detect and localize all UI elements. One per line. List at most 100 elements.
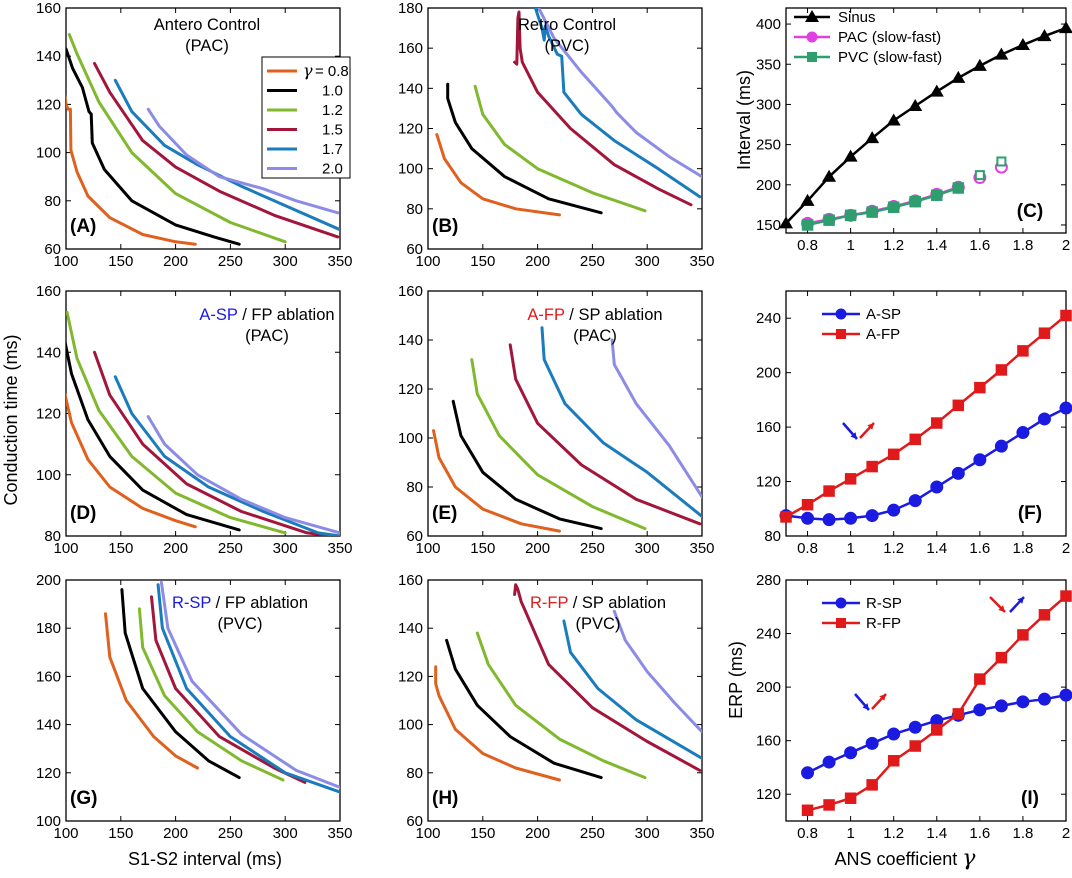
- marker-PVC (slow-fast): [823, 214, 835, 226]
- x-tick-label: 150: [470, 253, 495, 270]
- x-tick-label: 1: [846, 237, 854, 254]
- plot-area: [66, 310, 340, 536]
- plot-area: [435, 8, 702, 217]
- panel-title: (PAC): [573, 327, 617, 345]
- curve-gamma-0.8: [434, 665, 561, 782]
- gamma-legend-label: 1.2: [322, 102, 343, 119]
- marker-R-FP: [1060, 590, 1072, 602]
- x-tick-label: 300: [273, 253, 298, 270]
- panel-b: 100 150 200 250 300 350 60 80 100 120 140 160 180 (B)…: [398, 0, 715, 270]
- marker-R-FP: [801, 804, 814, 817]
- marker-A-SP: [1037, 412, 1051, 426]
- y-tick-label: 100: [36, 145, 61, 162]
- x-tick-label: 200: [525, 540, 550, 557]
- x-tick-label: 0.8: [797, 237, 818, 254]
- y-tick-label: 160: [756, 733, 781, 750]
- y-tick-label: 80: [44, 193, 61, 210]
- marker-A-SP: [1016, 426, 1030, 440]
- x-tick-label: 300: [635, 540, 660, 557]
- y-tick-label: 160: [398, 40, 423, 57]
- marker-A-FP: [995, 364, 1008, 376]
- panel-title-segment: Retro Control: [518, 16, 616, 34]
- panel-label: (F): [1018, 503, 1042, 524]
- marker-R-SP: [844, 746, 858, 760]
- y-tick-label: 140: [36, 717, 61, 734]
- x-tick-label: 1.8: [1012, 237, 1033, 254]
- panel-title-segment: (PAC): [185, 37, 229, 55]
- panel-frame: [785, 7, 1067, 234]
- x-tick-label: 300: [273, 540, 298, 557]
- marker-R-SP: [887, 727, 901, 741]
- x-axis-title-right-symbol: γ: [962, 846, 976, 871]
- y-tick-label: 120: [398, 668, 423, 685]
- annotation-arrow-icon: [842, 422, 858, 440]
- legend-label: PAC (slow-fast): [838, 29, 941, 46]
- x-tick-label: 250: [580, 253, 605, 270]
- x-tick-label: 1.6: [969, 825, 990, 842]
- panel-title: Retro Control: [518, 16, 616, 34]
- marker-R-SP: [822, 755, 836, 769]
- marker-A-FP: [887, 448, 900, 461]
- gamma-legend-box: [261, 56, 351, 179]
- y-tick-label: 100: [398, 430, 423, 447]
- curve-gamma-1.7: [113, 375, 340, 536]
- y-tick-label: 240: [756, 310, 781, 327]
- marker-R-SP: [1059, 688, 1072, 702]
- arrow-head: [850, 432, 857, 439]
- panel-title-segment: Antero Control: [154, 16, 260, 34]
- marker-A-FP: [909, 433, 921, 446]
- curve-gamma-1.0: [446, 82, 603, 215]
- legend-label: R-FP: [866, 615, 901, 632]
- curve-gamma-0.8: [66, 94, 197, 246]
- marker-R-FP: [887, 755, 900, 767]
- marker-A-FP: [1017, 345, 1029, 357]
- marker-PVC (slow-fast): [844, 209, 857, 222]
- y-tick-label: 140: [36, 344, 61, 361]
- legend-entry: R-SP: [822, 595, 902, 612]
- marker-A-FP: [866, 460, 878, 473]
- marker-Sinus: [929, 84, 944, 97]
- marker-R-FP: [974, 673, 986, 685]
- gamma-legend-label: 1.7: [322, 141, 343, 158]
- y-tick-label: 100: [36, 467, 61, 484]
- curve-gamma-1.0: [451, 399, 603, 531]
- marker-PVC (slow-fast): [996, 156, 1007, 167]
- panel-title-segment: / SP ablation: [568, 594, 666, 612]
- y-tick-label: 160: [398, 283, 423, 300]
- panel-label: (A): [70, 216, 96, 237]
- gamma-legend: γ = 0.8 1.0 1.2 1.5 1.7 2.0: [261, 56, 351, 179]
- curve-gamma-2.0: [610, 338, 702, 499]
- panel-title-segment: (PVC): [218, 615, 263, 633]
- x-tick-label: 250: [580, 825, 605, 842]
- curve-gamma-1.2: [67, 33, 287, 244]
- panel-label: (C): [1017, 201, 1043, 222]
- y-tick-label: 80: [44, 528, 61, 545]
- marker-A-SP: [908, 494, 922, 508]
- curve-gamma-1.5: [513, 10, 693, 207]
- curve-gamma-1.7: [562, 619, 702, 760]
- marker-PVC (slow-fast): [866, 206, 878, 218]
- marker-Sinus: [1059, 21, 1072, 34]
- legend-entry: R-FP: [822, 615, 901, 632]
- marker-R-SP: [1037, 692, 1051, 706]
- panel-title-segment: R-FP: [530, 594, 568, 612]
- panel-i: 0.8 1 1.2 1.4 1.6 1.8 2 120 160 200 240 280 (I) R-SP R…: [756, 572, 1072, 842]
- y-tick-label: 300: [756, 96, 781, 113]
- panel-title: (PAC): [185, 37, 229, 55]
- marker-PVC (slow-fast): [887, 201, 900, 214]
- x-axis-title-left: S1-S2 interval (ms): [128, 849, 282, 869]
- x-tick-label: 250: [218, 540, 243, 557]
- marker-A-SP: [844, 511, 858, 525]
- legend-entry: PVC (slow-fast): [794, 49, 942, 66]
- curve-gamma-1.5: [513, 583, 702, 772]
- panel-label: (B): [432, 216, 458, 237]
- y-tick-label: 80: [406, 201, 423, 218]
- marker-Sinus: [951, 70, 966, 83]
- panel-h: 100 150 200 250 300 350 60 80 100 120 140 160 (H) R-F…: [398, 572, 715, 842]
- curve-gamma-1.5: [93, 61, 340, 239]
- panel-title: A-FP / SP ablation: [527, 306, 662, 324]
- panel-title-segment: (PAC): [573, 327, 617, 345]
- y-tick-label: 60: [406, 528, 423, 545]
- y-tick-label: 120: [36, 96, 61, 113]
- y-tick-label: 150: [756, 217, 781, 234]
